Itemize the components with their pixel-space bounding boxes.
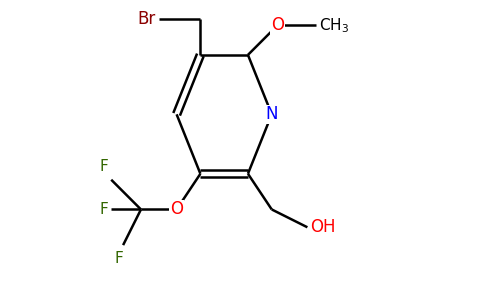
Text: CH$_3$: CH$_3$ <box>319 16 349 34</box>
Text: O: O <box>170 200 183 218</box>
Text: O: O <box>271 16 284 34</box>
Text: F: F <box>114 251 123 266</box>
Text: F: F <box>100 159 108 174</box>
Text: F: F <box>100 202 108 217</box>
Text: Br: Br <box>137 10 156 28</box>
Text: N: N <box>265 105 278 123</box>
Text: OH: OH <box>310 218 336 236</box>
